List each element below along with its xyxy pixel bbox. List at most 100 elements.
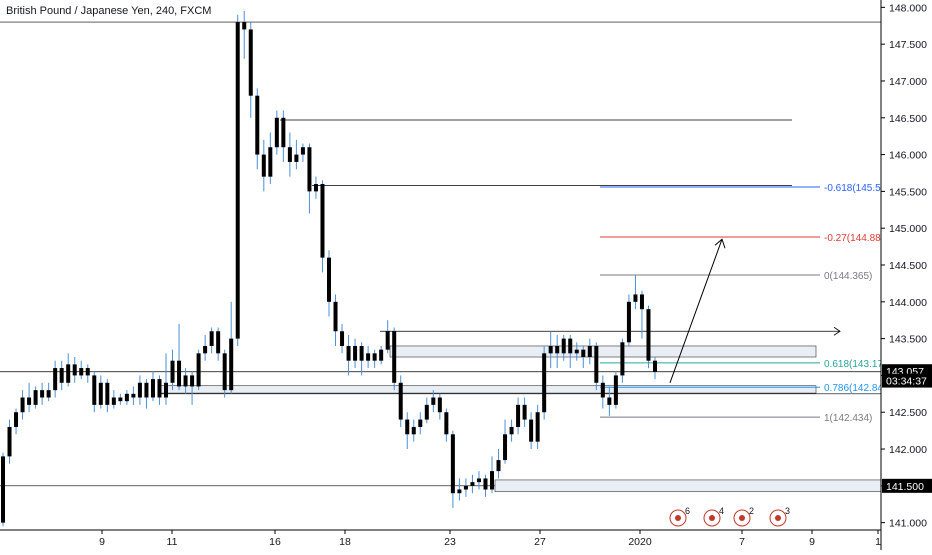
- zone-rect: [494, 479, 882, 493]
- time-axis[interactable]: 9 11 16 18 23 27 2020 7 9 1: [0, 529, 881, 548]
- event-marker: 3: [769, 506, 790, 527]
- candle-body: [450, 434, 455, 494]
- candle-body: [72, 364, 77, 376]
- y-tick-label: 144.500: [889, 260, 927, 272]
- candle-body: [66, 364, 71, 383]
- candle-body: [281, 117, 286, 148]
- candle-body: [157, 379, 162, 398]
- y-tick-label: 145.500: [889, 186, 927, 198]
- candle-body: [85, 368, 90, 376]
- candle-body: [444, 412, 449, 435]
- candle-body: [222, 353, 227, 391]
- candle-body: [27, 397, 32, 405]
- y-tick-label: 143.500: [889, 334, 927, 346]
- candle-body: [607, 397, 612, 405]
- candle-body: [300, 147, 305, 155]
- candle-body: [431, 397, 436, 405]
- fib-label: 1(142.434): [824, 413, 872, 424]
- candle-body: [333, 301, 338, 332]
- event-markers[interactable]: 6 4 2 3: [669, 506, 790, 527]
- candle-body: [313, 184, 318, 192]
- candle-body: [190, 375, 195, 387]
- support-resistance-zones: [159, 345, 882, 493]
- horizontal-lines: [0, 21, 881, 487]
- candle-body: [177, 360, 182, 387]
- candle-body: [229, 338, 234, 391]
- candle-body: [463, 485, 468, 490]
- candle-body: [7, 426, 12, 457]
- fib-label: -0.618(145.5: [824, 183, 881, 194]
- candle-body: [327, 257, 331, 302]
- candle-body: [196, 353, 201, 387]
- candle-body: [516, 404, 521, 427]
- x-tick-label: 7: [739, 536, 745, 548]
- candle-body: [411, 426, 416, 435]
- event-marker: 2: [733, 506, 754, 527]
- zone-rect: [389, 345, 817, 358]
- flag-dot-icon: [739, 515, 745, 521]
- candle-body: [268, 147, 273, 177]
- candle-body: [626, 301, 631, 343]
- candle-body: [346, 345, 351, 361]
- candle-body: [424, 404, 429, 420]
- fib-label: 0.618(143.17: [824, 359, 883, 370]
- candle-body: [307, 147, 312, 192]
- chart-title: British Pound / Japanese Yen, 240, FXCM: [6, 5, 212, 17]
- candle-body: [320, 184, 325, 258]
- candle-body: [398, 382, 403, 420]
- candle-body: [457, 489, 462, 494]
- flag-dot-icon: [675, 515, 681, 521]
- candle-body: [385, 331, 390, 350]
- flag-dot-icon: [775, 515, 781, 521]
- candle-body: [405, 419, 410, 435]
- candle-body: [561, 338, 566, 354]
- candle-body: [242, 22, 247, 30]
- axis-bg: [881, 0, 932, 550]
- y-tick-label: 148.000: [889, 2, 927, 14]
- candle-body: [53, 368, 58, 391]
- candle-body: [392, 331, 397, 383]
- candle-body: [529, 419, 534, 442]
- candle-body: [548, 345, 553, 354]
- candle-body: [46, 390, 51, 398]
- candle-body: [235, 22, 240, 339]
- arrow-head: [714, 238, 726, 249]
- candles: [1, 11, 657, 527]
- x-tick-label: 23: [444, 536, 456, 548]
- x-tick-label: 27: [534, 536, 546, 548]
- candle-body: [274, 117, 279, 148]
- candle-body: [535, 412, 540, 442]
- candle-body: [105, 382, 110, 405]
- candle-body: [137, 382, 142, 398]
- candle-body: [340, 331, 345, 346]
- event-count: 6: [685, 506, 690, 516]
- y-tick-label: 141.000: [889, 518, 927, 530]
- candle-body: [372, 353, 377, 361]
- price-label-bg: [882, 373, 932, 388]
- candle-body: [613, 375, 618, 405]
- candle-body: [294, 154, 299, 162]
- candle-body: [164, 382, 168, 398]
- candle-body: [509, 426, 514, 435]
- y-tick-label: 146.000: [889, 150, 927, 162]
- candle-body: [620, 342, 625, 376]
- candle-body: [379, 349, 384, 361]
- candle-body: [483, 478, 488, 490]
- candle-body: [633, 294, 638, 302]
- fib-label: 0.786(142.84: [824, 383, 883, 394]
- candle-body: [353, 345, 358, 361]
- x-tick-label: 9: [99, 536, 105, 548]
- candle-body: [437, 397, 442, 413]
- candle-body: [216, 331, 221, 354]
- event-count: 3: [785, 506, 790, 516]
- arrow-line: [669, 239, 723, 383]
- y-tick-label: 146.500: [889, 113, 927, 125]
- candle-body: [248, 29, 253, 96]
- price-axis[interactable]: 148.000 147.500 147.000 146.500 146.000 145.5…: [880, 0, 932, 550]
- event-count: 4: [719, 506, 724, 516]
- projection-arrow: [669, 238, 726, 383]
- candle-body: [118, 397, 123, 402]
- candle-body: [150, 379, 155, 398]
